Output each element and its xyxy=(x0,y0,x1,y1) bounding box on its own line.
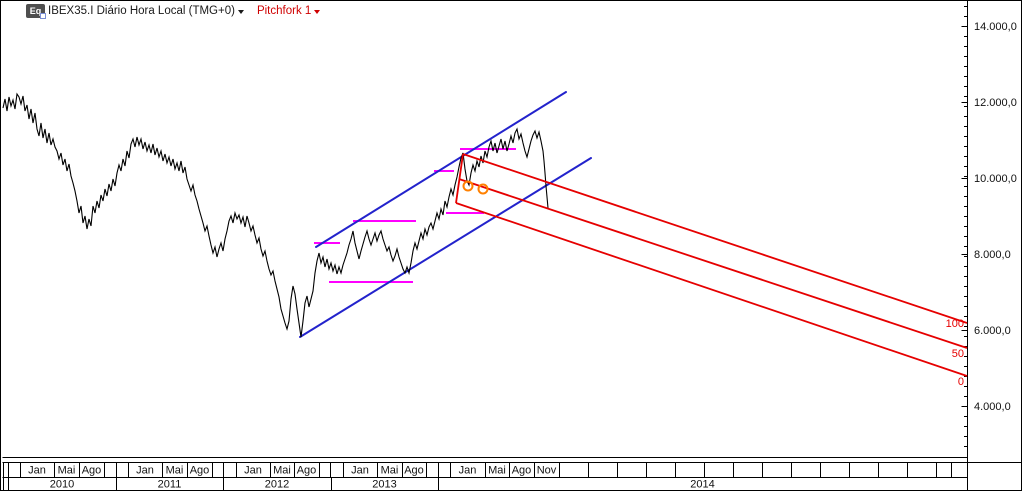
pitchfork-lower-line[interactable] xyxy=(455,202,968,377)
y-tick-label: 4.000,0 xyxy=(974,401,1011,413)
price-line xyxy=(2,92,549,338)
x-axis: Jan Mai Ago Jan Mai Ago Jan Mai Ago Jan Mai Ago Jan M… xyxy=(2,457,1021,491)
month-label: Mai xyxy=(166,465,184,477)
month-label: Ago xyxy=(512,465,532,477)
y-tick-label: 10.000,0 xyxy=(974,173,1017,185)
month-label: Ago xyxy=(404,465,424,477)
y-tick-label: 12.000,0 xyxy=(974,97,1017,109)
pitchfork-level-label: 0 xyxy=(958,376,964,388)
blue-trendline[interactable] xyxy=(315,91,567,248)
pitchfork-drag-handle[interactable] xyxy=(477,183,489,195)
pitchfork-label: Pitchfork 1 xyxy=(256,5,312,17)
pitchfork-drag-handle[interactable] xyxy=(462,180,474,192)
year-label: 2014 xyxy=(690,479,714,491)
chart-legend: Eq IBEX35.I Diário Hora Local (TMG+0) Pi… xyxy=(26,3,321,19)
month-label: Ago xyxy=(82,465,102,477)
year-label: 2012 xyxy=(265,479,289,491)
month-label: Mai xyxy=(58,465,76,477)
month-label: Jan xyxy=(136,465,154,477)
pitchfork-level-label: 100 xyxy=(946,318,964,330)
pitchfork-median-line[interactable] xyxy=(458,178,968,349)
equity-icon-text: Eq xyxy=(29,6,42,16)
instrument-label: IBEX35.I Diário Hora Local (TMG+0) xyxy=(48,5,235,17)
magenta-levels xyxy=(314,148,516,283)
instrument-selector[interactable]: IBEX35.I Diário Hora Local (TMG+0) xyxy=(48,5,244,17)
chevron-down-icon[interactable] xyxy=(314,9,321,14)
month-label: Jan xyxy=(28,465,46,477)
month-label: Jan xyxy=(459,465,477,477)
month-label: Mai xyxy=(273,465,291,477)
pitchfork-upper-line[interactable] xyxy=(462,153,968,324)
month-label: Nov xyxy=(537,465,557,477)
pitchfork-overlay: 100 50 0 xyxy=(455,153,968,388)
y-axis: 14.000,0 12.000,0 10.000,0 8.000,0 6.000,0 4.… xyxy=(961,1,1017,490)
y-tick-label: 14.000,0 xyxy=(974,21,1017,33)
equity-icon: Eq xyxy=(26,4,46,19)
month-label: Mai xyxy=(381,465,399,477)
chevron-down-icon[interactable] xyxy=(237,9,244,14)
month-label: Mai xyxy=(488,465,506,477)
month-label: Jan xyxy=(244,465,262,477)
blue-trendline[interactable] xyxy=(299,157,592,338)
year-label: 2010 xyxy=(50,479,74,491)
year-label: 2013 xyxy=(372,479,396,491)
price-series xyxy=(2,92,549,338)
y-tick-label: 6.000,0 xyxy=(974,325,1011,337)
month-label: Ago xyxy=(297,465,317,477)
y-tick-label: 8.000,0 xyxy=(974,249,1011,261)
pitchfork-level-label: 50 xyxy=(952,348,964,360)
blue-trend-channel xyxy=(299,91,592,338)
year-label: 2011 xyxy=(158,479,182,491)
month-label: Ago xyxy=(190,465,210,477)
month-label: Jan xyxy=(351,465,369,477)
pitchfork-selector[interactable]: Pitchfork 1 xyxy=(256,5,321,17)
equity-icon-cursor-dot xyxy=(40,13,46,19)
